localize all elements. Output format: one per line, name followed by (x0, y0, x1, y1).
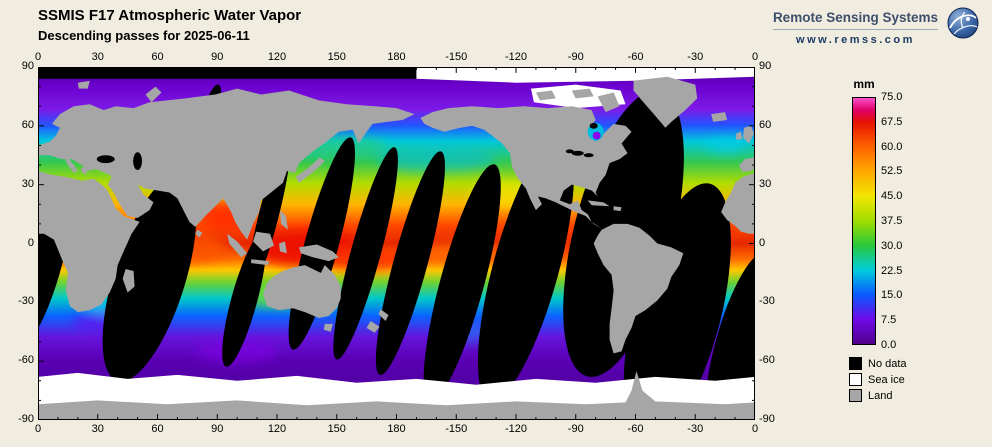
lat-tick-label-right: -30 (759, 295, 775, 308)
lon-tick-label-bottom: -60 (627, 423, 644, 435)
inland-water-details (96, 122, 604, 170)
colorbar (852, 97, 876, 345)
colorbar-tick-label: 75.0 (881, 91, 903, 103)
lat-tick-label-left: -90 (18, 413, 34, 425)
lon-tick-label-top: -90 (567, 51, 584, 63)
lon-tick-label-top: -60 (627, 51, 644, 63)
lon-tick-label-bottom: 0 (34, 423, 42, 435)
colorbar-tick-label: 52.5 (881, 165, 903, 178)
world-map-svg (38, 67, 755, 420)
lon-tick-label-bottom: -120 (504, 423, 528, 435)
lon-tick-label-bottom: 90 (211, 423, 224, 435)
remss-url-link[interactable]: www.remss.com (796, 34, 915, 46)
lat-tick-label-right: -60 (759, 354, 775, 367)
lon-tick-label-bottom: 150 (327, 423, 346, 435)
legend-swatch (849, 357, 862, 370)
legend-swatch (849, 373, 862, 386)
lat-tick-label-left: -60 (18, 354, 34, 367)
lat-tick-label-right: 30 (759, 177, 772, 190)
lat-tick-label-left: 60 (21, 118, 34, 131)
legend-label: No data (868, 357, 907, 370)
colorbar-tick-label: 30.0 (881, 239, 903, 252)
legend-item-sea-ice: Sea ice (849, 373, 907, 386)
remss-globe-icon (946, 6, 980, 40)
remss-divider (772, 29, 938, 30)
lon-tick-label-top: 60 (151, 51, 164, 63)
map-legend: No data Sea ice Land (849, 357, 907, 405)
land-layer (38, 76, 755, 420)
page-subtitle: Descending passes for 2025-06-11 (38, 28, 250, 43)
page-title: SSMIS F17 Atmospheric Water Vapor (38, 7, 302, 24)
lon-tick-label-top: 120 (267, 51, 287, 63)
lon-tick-label-top: 0 (751, 51, 759, 63)
colorbar-tick-label: 45.0 (881, 190, 903, 203)
lon-tick-label-bottom: 30 (91, 423, 104, 435)
lon-tick-label-top: 30 (91, 51, 104, 63)
lat-tick-label-right: 60 (759, 118, 772, 131)
colorbar-tick-label: 0.0 (881, 339, 897, 351)
colorbar-tick-label: 60.0 (881, 140, 903, 153)
colorbar-unit-label: mm (853, 77, 875, 91)
lon-tick-label-bottom: 0 (751, 423, 759, 435)
colorbar-tick-label: 22.5 (881, 264, 903, 277)
lon-tick-label-top: -150 (445, 51, 468, 63)
lon-tick-label-top: -120 (504, 51, 528, 63)
world-map-image (38, 67, 755, 420)
lon-tick-label-top: -30 (687, 51, 704, 63)
lon-tick-label-bottom: -90 (567, 423, 584, 435)
legend-label: Sea ice (868, 373, 905, 386)
legend-item-land: Land (849, 389, 907, 402)
lat-tick-label-right: -90 (759, 413, 775, 425)
colorbar-tick-label: 67.5 (881, 115, 903, 128)
lat-tick-label-left: 0 (27, 236, 34, 249)
lat-tick-label-right: 0 (759, 236, 766, 249)
legend-item-no-data: No data (849, 357, 907, 370)
lat-tick-label-right: 90 (759, 60, 772, 72)
colorbar-tick-label: 15.0 (881, 289, 903, 302)
colorbar-tick-label: 7.5 (881, 314, 897, 327)
legend-swatch (849, 389, 862, 402)
lon-tick-label-bottom: 180 (387, 423, 406, 435)
lon-tick-label-bottom: -150 (445, 423, 468, 435)
map-border (38, 67, 755, 420)
lon-tick-label-bottom: -30 (687, 423, 704, 435)
lon-tick-label-bottom: 120 (267, 423, 287, 435)
lon-tick-label-top: 150 (327, 51, 346, 63)
colorbar-tick-label: 37.5 (881, 215, 903, 227)
lat-tick-label-left: 90 (21, 60, 34, 72)
lon-tick-label-top: 0 (34, 51, 42, 63)
lon-tick-label-bottom: 60 (151, 423, 164, 435)
lat-tick-label-left: 30 (21, 177, 34, 190)
lon-tick-label-top: 180 (387, 51, 406, 63)
remss-logo-text: Remote Sensing Systems (772, 10, 938, 25)
lat-tick-label-left: -30 (18, 295, 34, 308)
lon-tick-label-top: 90 (211, 51, 224, 63)
legend-label: Land (868, 389, 893, 402)
remss-logo-block: Remote Sensing Systems www.remss.com (772, 6, 980, 46)
